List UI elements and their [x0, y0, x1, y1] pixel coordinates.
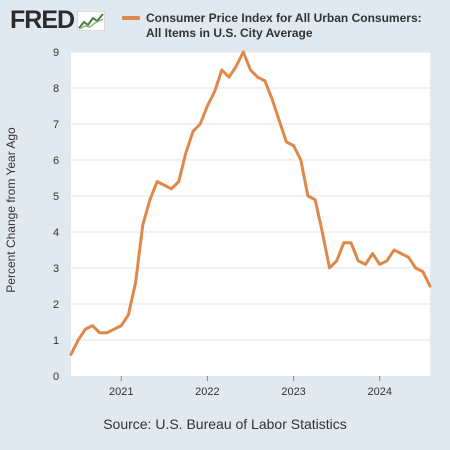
- source-note: Source: U.S. Bureau of Labor Statistics: [103, 416, 347, 432]
- trend-line-icon: [77, 10, 106, 31]
- y-tick-label: 5: [53, 191, 59, 203]
- y-axis-ticks: 0 1 2 3 4 5 6 7 8 9: [53, 47, 59, 383]
- y-tick-label: 7: [53, 119, 59, 131]
- y-tick-label: 1: [53, 335, 59, 347]
- fred-logo[interactable]: FRED: [10, 6, 106, 34]
- x-tick-label: 2024: [367, 386, 391, 398]
- fred-logo-text: FRED: [10, 6, 75, 34]
- x-tick-label: 2021: [109, 386, 133, 398]
- chart-title-line-1: Consumer Price Index for All Urban Consu…: [146, 11, 422, 25]
- legend-label: Consumer Price Index for All Urban Consu…: [146, 11, 422, 41]
- chart-legend: Consumer Price Index for All Urban Consu…: [122, 11, 422, 41]
- legend-swatch: [122, 16, 140, 20]
- chart-title-line-2: All Items in U.S. City Average: [146, 26, 313, 40]
- y-tick-label: 8: [53, 83, 59, 95]
- series-line-cpi: [69, 50, 432, 356]
- y-tick-label: 0: [53, 371, 59, 383]
- y-tick-label: 4: [53, 227, 59, 239]
- grid-lines: [71, 51, 430, 341]
- y-tick-label: 9: [53, 47, 59, 59]
- x-axis-ticks: 2021 2022 2023 2024: [109, 376, 392, 398]
- plot-area: [71, 52, 430, 376]
- y-tick-label: 6: [53, 155, 59, 167]
- y-axis-label: Percent Change from Year Ago: [4, 127, 18, 293]
- y-tick-label: 3: [53, 263, 59, 275]
- y-tick-label: 2: [53, 299, 59, 311]
- x-tick-label: 2023: [281, 386, 305, 398]
- x-tick-label: 2022: [195, 386, 219, 398]
